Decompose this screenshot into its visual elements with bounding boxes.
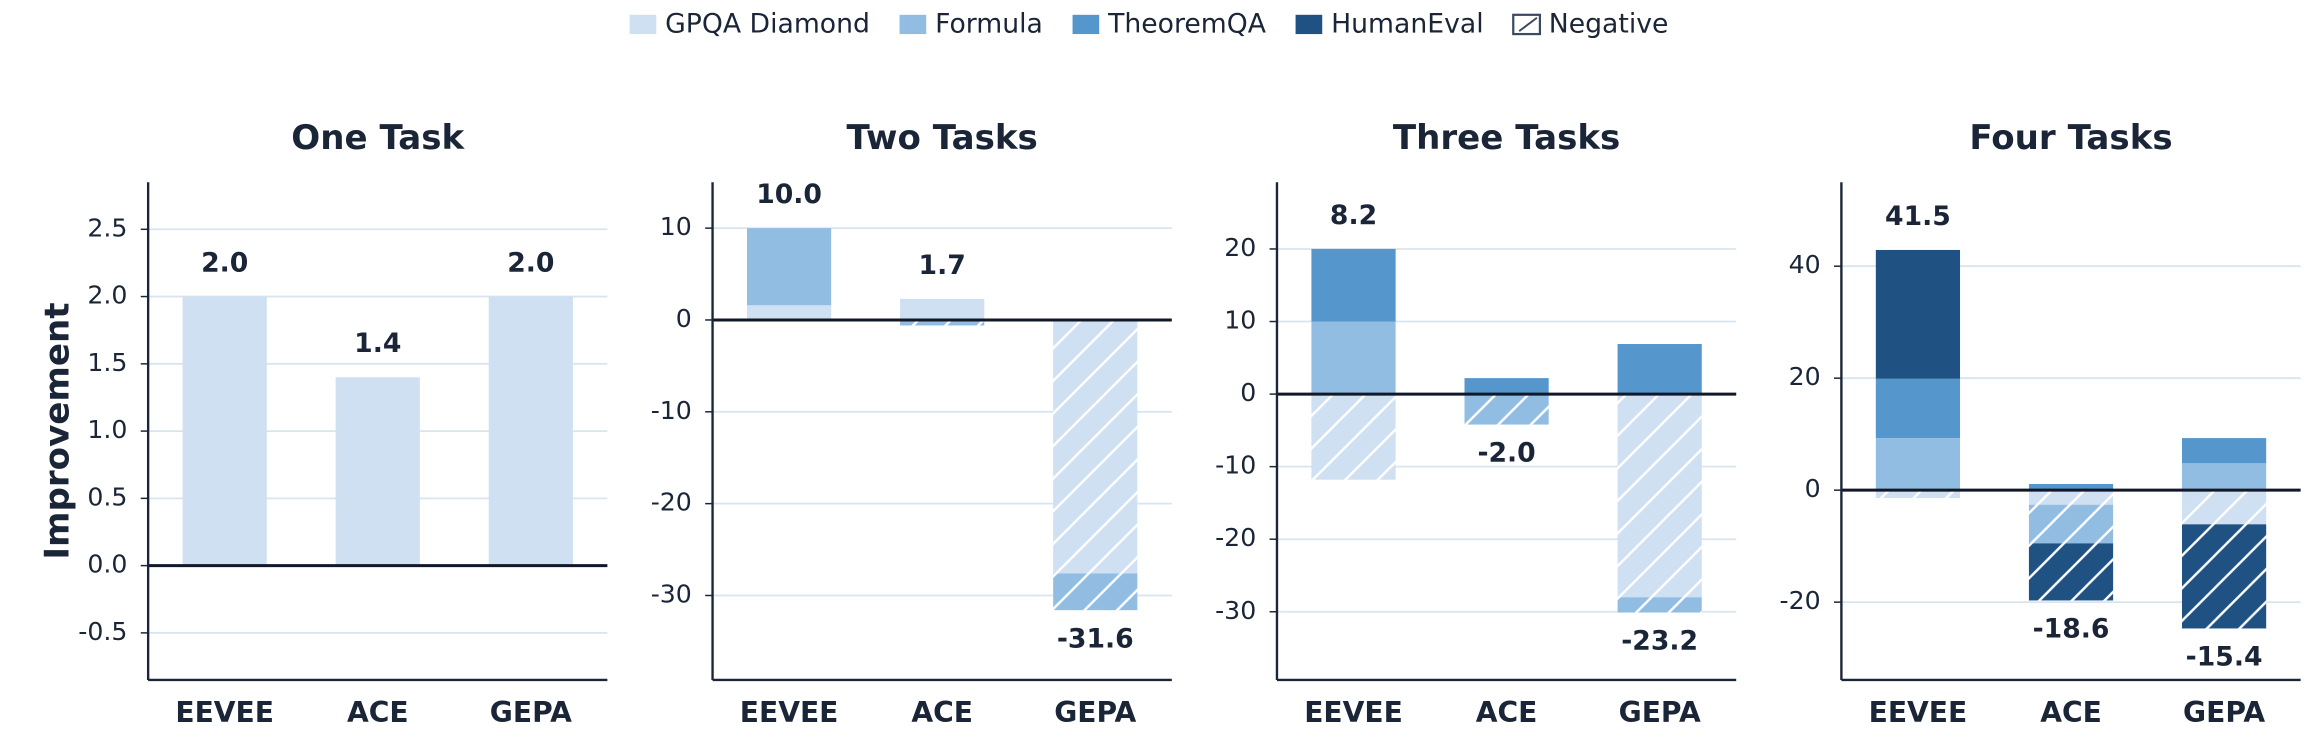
y-tick-label: 0 [676,304,692,333]
y-tick-label: 0.5 [87,482,127,511]
panel-title: Three Tasks [1393,118,1620,158]
y-tick-label: 10 [660,212,692,241]
bar-segment [2181,438,2267,464]
value-label: -31.6 [1057,623,1134,654]
bar-segment [747,305,832,320]
x-tick-label: EEVEE [740,696,839,729]
legend-swatch [629,14,657,35]
bar-segment-negative [2181,490,2267,525]
y-tick-label: 1.5 [87,348,127,377]
bar-segment [182,296,267,566]
bar-segment [1875,249,1961,379]
legend-swatch [1295,14,1323,35]
bar-segment-negative [2028,543,2114,601]
bar-segment [747,228,832,306]
y-tick-label: 2.5 [87,213,127,242]
y-tick-label: 20 [1224,233,1256,262]
y-tick-label: 40 [1789,250,1821,279]
legend-label: TheoremQA [1107,9,1267,40]
bar-segment-negative [1875,490,1961,498]
y-axis-label: Improvement [38,302,78,559]
value-label: -2.0 [1477,438,1535,469]
value-label: 2.0 [507,247,554,278]
bar-segment-negative [1617,597,1702,613]
bar-segment [1875,378,1961,439]
bar-segment-negative [1311,394,1396,480]
bar-segment [1875,438,1961,491]
value-label: 41.5 [1885,201,1951,232]
y-tick-label: -0.5 [78,617,127,646]
legend-label: HumanEval [1331,9,1484,40]
bar-segment [1617,344,1702,395]
y-tick-label: 20 [1789,362,1821,391]
legend-label: Negative [1549,9,1669,40]
y-tick-label: 10 [1224,306,1256,335]
bar-segment-negative [900,319,985,326]
y-tick-label: 2.0 [87,281,127,310]
bar-segment [2181,463,2267,491]
bar-segment [1464,378,1549,395]
bar-segment [2028,484,2114,491]
value-label: 1.7 [919,250,966,281]
value-label: 1.4 [354,328,401,359]
x-tick-label: EEVEE [175,696,274,729]
y-tick-label: 0.0 [87,550,127,579]
y-tick-label: -20 [1780,586,1821,615]
y-tick-label: -20 [1215,523,1256,552]
x-tick-label: EEVEE [1304,696,1403,729]
bar-segment-negative [1053,573,1138,611]
x-tick-label: GEPA [1619,696,1701,729]
value-label: -15.4 [2186,642,2263,673]
x-tick-label: ACE [347,696,409,729]
y-tick-label: -10 [651,396,692,425]
y-tick-label: 0 [1805,474,1821,503]
y-tick-label: -30 [651,579,692,608]
bar-segment [900,298,985,320]
bar-segment [335,377,420,566]
bar-segment [1311,248,1396,322]
value-label: 10.0 [756,179,822,210]
value-label: -23.2 [1621,626,1698,657]
y-tick-label: 1.0 [87,415,127,444]
legend-swatch [899,14,927,35]
bar-segment-negative [2181,524,2267,629]
legend-hatch [1518,17,1538,32]
value-label: 2.0 [201,247,248,278]
x-tick-label: ACE [2040,696,2102,729]
bar-segment-negative [2028,504,2114,544]
x-tick-label: GEPA [490,696,572,729]
x-tick-label: GEPA [1054,696,1136,729]
x-tick-label: EEVEE [1869,696,1968,729]
legend-label: Formula [935,9,1043,40]
bar-segment-negative [1617,394,1702,598]
bar-segment-negative [1464,394,1549,425]
bar-segment-negative [2028,490,2114,505]
value-label: -18.6 [2033,614,2110,645]
panel-title: One Task [291,118,465,158]
bar-segment [1311,321,1396,395]
x-tick-label: GEPA [2183,696,2265,729]
y-tick-label: -30 [1215,596,1256,625]
y-tick-label: 0 [1240,378,1256,407]
panel-title: Four Tasks [1969,118,2172,158]
bar-segment-negative [1053,319,1138,574]
value-label: 8.2 [1330,200,1377,231]
y-tick-label: -10 [1215,451,1256,480]
x-tick-label: ACE [911,696,973,729]
legend-label: GPQA Diamond [665,9,870,40]
x-tick-label: ACE [1476,696,1538,729]
y-tick-label: -20 [651,488,692,517]
bar-segment [488,296,573,566]
panel-title: Two Tasks [847,118,1038,158]
legend-swatch [1072,14,1100,35]
